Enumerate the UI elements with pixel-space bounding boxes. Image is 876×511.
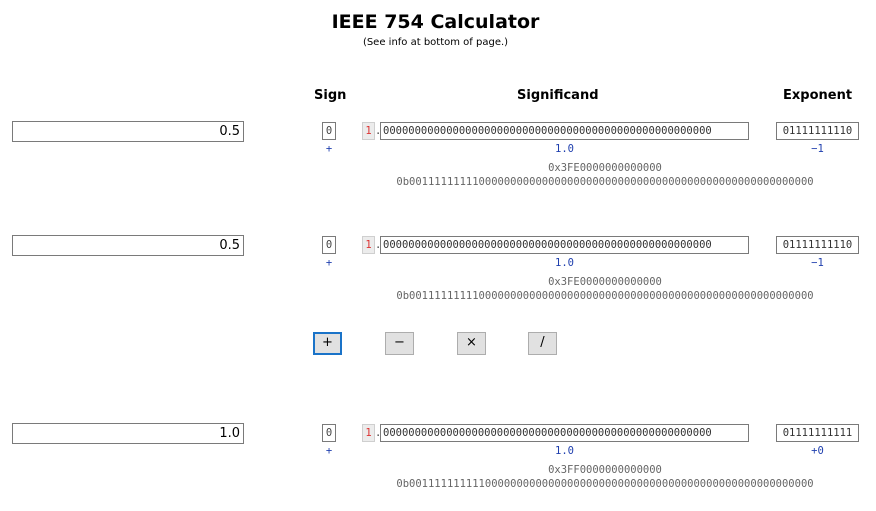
result-row: 1.0 0 1 . 000000000000000000000000000000…: [0, 423, 876, 503]
result-exponent-input[interactable]: 01111111111: [776, 424, 859, 442]
operand-b-sign-value: +: [325, 257, 333, 269]
operand-a-hidden-bit: 1: [362, 122, 375, 140]
operand-b-significand-input[interactable]: 0000000000000000000000000000000000000000…: [380, 236, 749, 254]
result-exponent-value: +0: [811, 445, 824, 457]
result-binary-point: .: [375, 427, 382, 439]
operand-b-exponent-value: −1: [811, 257, 824, 269]
operand-a-decimal-input[interactable]: 0.5: [12, 121, 244, 142]
operand-a-binary-point: .: [375, 125, 382, 137]
result-binary: 0b00111111111100000000000000000000000000…: [396, 478, 814, 490]
operand-b-hidden-bit: 1: [362, 236, 375, 254]
operand-a-exponent-input[interactable]: 01111111110: [776, 122, 859, 140]
operand-a-significand-input[interactable]: 0000000000000000000000000000000000000000…: [380, 122, 749, 140]
result-sign-bit-input[interactable]: 0: [322, 424, 336, 442]
operand-a-exponent-value: −1: [811, 143, 824, 155]
operand-b-binary: 0b00111111111000000000000000000000000000…: [396, 290, 814, 302]
result-sign-value: +: [325, 445, 333, 457]
divide-button[interactable]: /: [528, 332, 557, 355]
operand-b-binary-point: .: [375, 239, 382, 251]
operand-a-row: 0.5 0 1 . 000000000000000000000000000000…: [0, 121, 876, 201]
multiply-button[interactable]: ×: [457, 332, 486, 355]
subtract-button[interactable]: −: [385, 332, 414, 355]
operand-b-hex: 0x3FE0000000000000: [548, 276, 662, 288]
result-decimal-input[interactable]: 1.0: [12, 423, 244, 444]
significand-header: Significand: [517, 88, 599, 103]
operand-b-exponent-input[interactable]: 01111111110: [776, 236, 859, 254]
sign-header: Sign: [314, 88, 347, 103]
result-significand-value: 1.0: [555, 445, 574, 457]
result-significand-input[interactable]: 0000000000000000000000000000000000000000…: [380, 424, 749, 442]
operand-b-row: 0.5 0 1 . 000000000000000000000000000000…: [0, 235, 876, 315]
operand-a-sign-bit-input[interactable]: 0: [322, 122, 336, 140]
operand-a-sign-value: +: [325, 143, 333, 155]
operand-b-sign-bit-input[interactable]: 0: [322, 236, 336, 254]
result-hex: 0x3FF0000000000000: [548, 464, 662, 476]
add-button[interactable]: +: [313, 332, 342, 355]
page-subtitle: (See info at bottom of page.): [362, 37, 509, 48]
operand-a-significand-value: 1.0: [555, 143, 574, 155]
operand-a-hex: 0x3FE0000000000000: [548, 162, 662, 174]
page-title: IEEE 754 Calculator: [331, 11, 540, 33]
exponent-header: Exponent: [783, 88, 853, 103]
result-hidden-bit: 1: [362, 424, 375, 442]
operand-a-binary: 0b00111111111000000000000000000000000000…: [396, 176, 814, 188]
operand-b-decimal-input[interactable]: 0.5: [12, 235, 244, 256]
operand-b-significand-value: 1.0: [555, 257, 574, 269]
